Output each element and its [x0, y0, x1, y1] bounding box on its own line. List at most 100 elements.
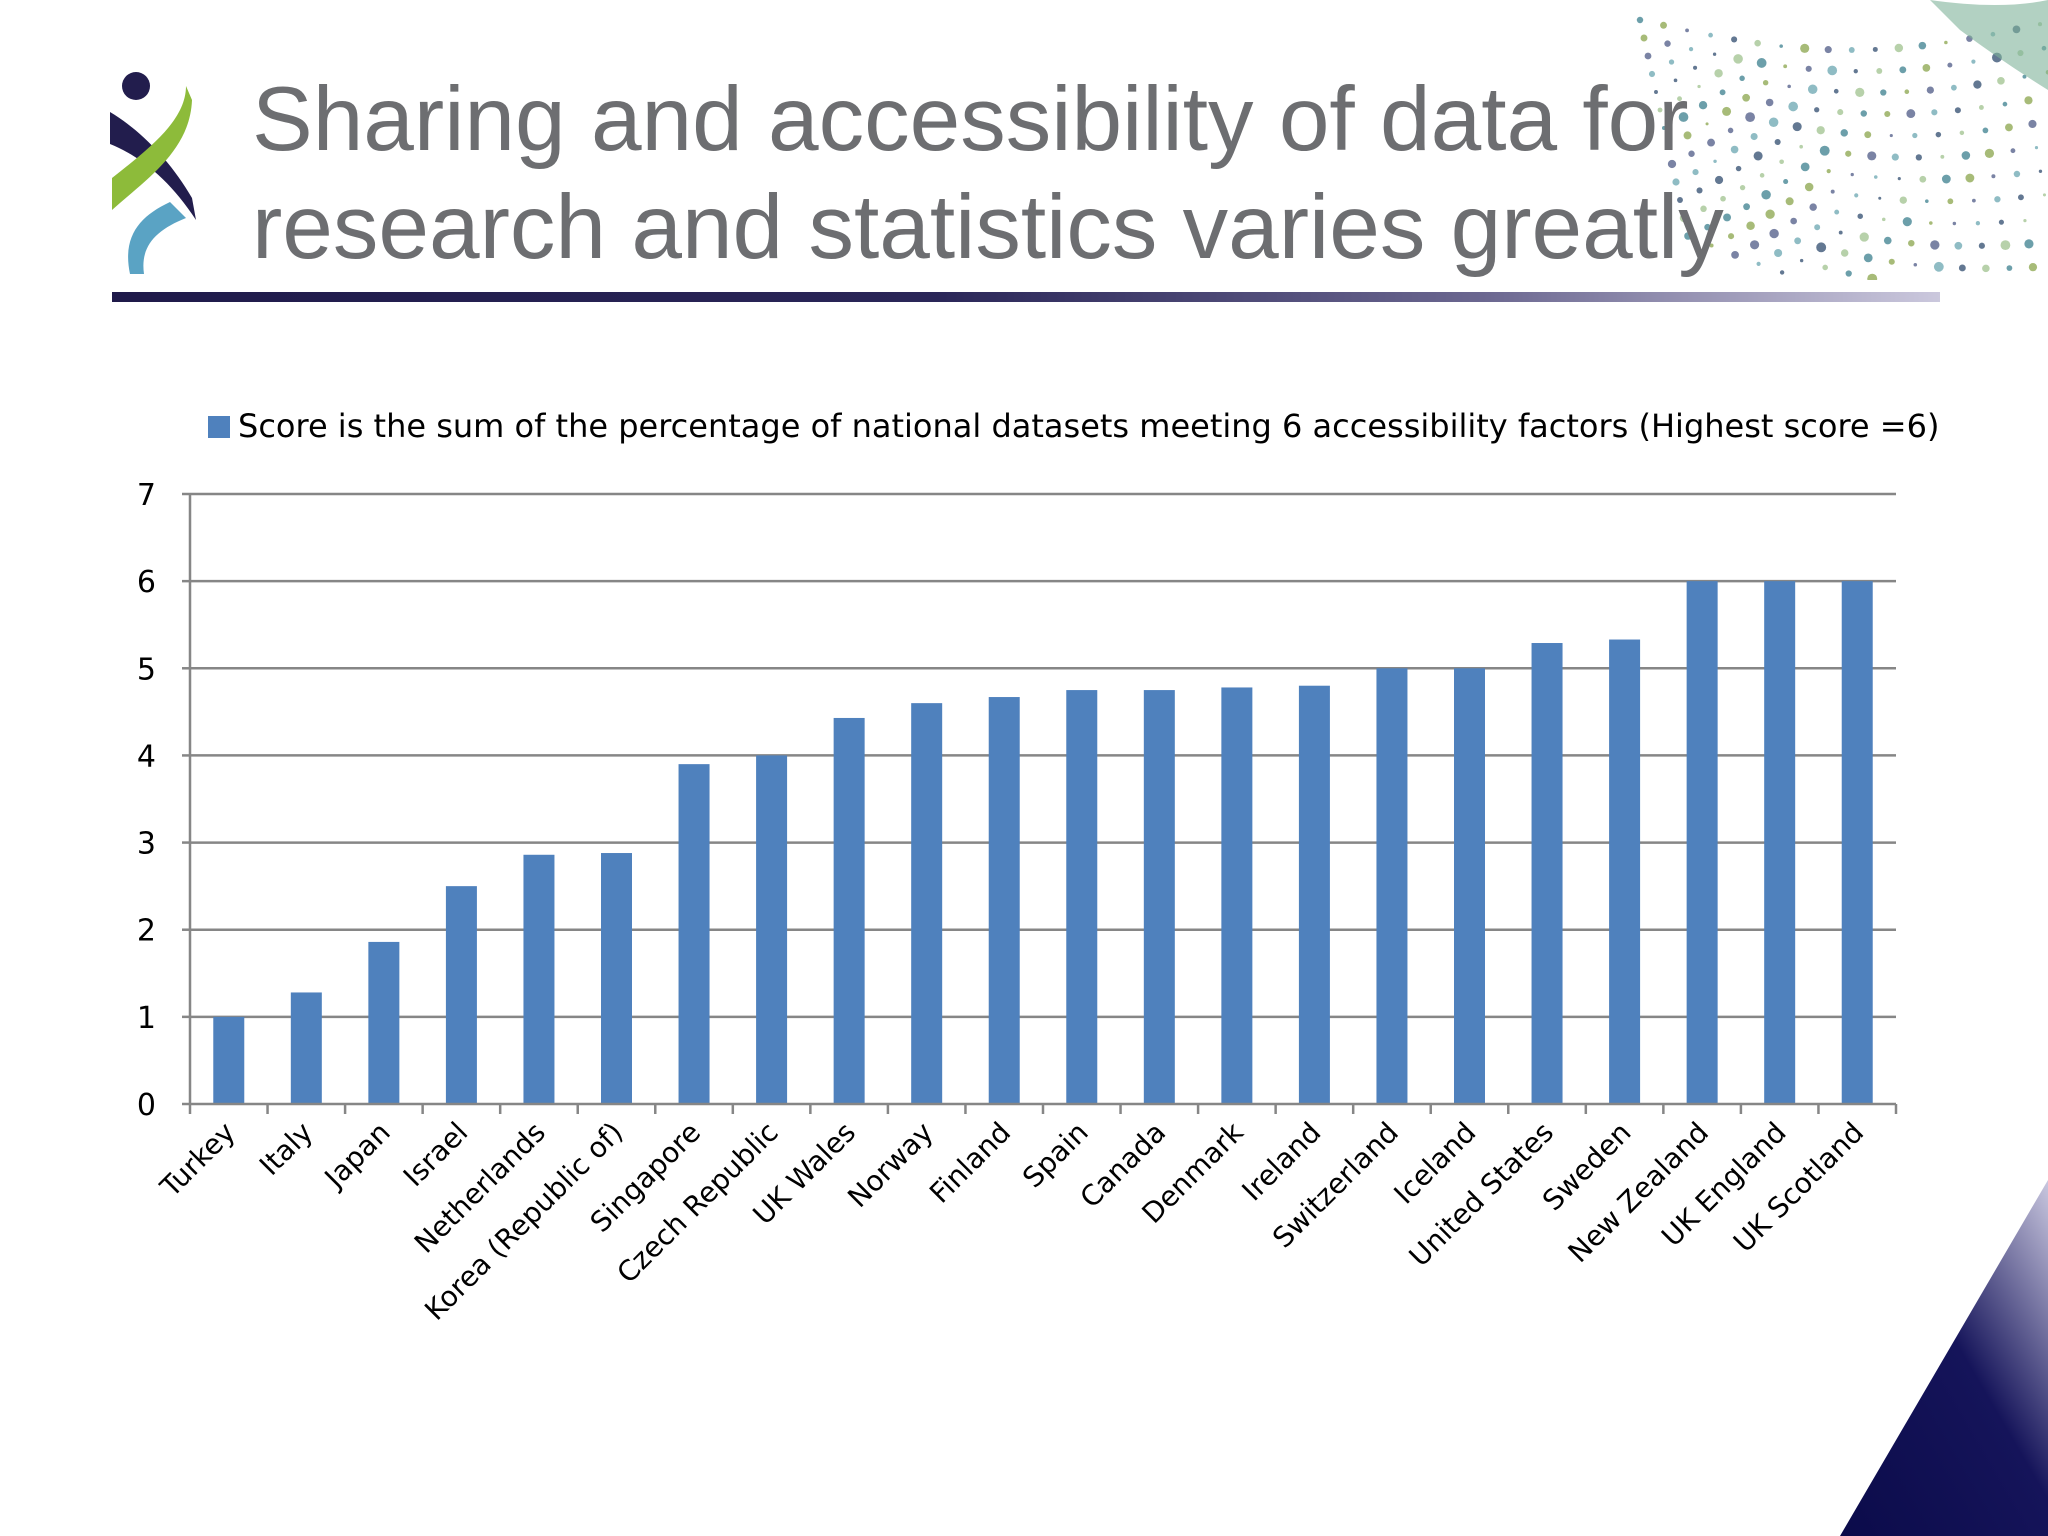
decor-dot	[1840, 249, 1849, 257]
decor-dot	[1826, 169, 1831, 174]
decor-dot	[1837, 109, 1844, 116]
decor-dot	[1897, 177, 1901, 181]
decor-dot	[1926, 86, 1934, 94]
decor-dot	[1984, 148, 1995, 158]
decor-dot	[1790, 217, 1797, 225]
decor-dot	[2022, 74, 2027, 79]
decor-dot	[1677, 197, 1683, 203]
decor-dot	[1709, 243, 1714, 248]
bar	[445, 886, 477, 1104]
decor-dot	[1864, 131, 1872, 139]
decor-dot	[1889, 133, 1893, 138]
y-tick-label: 4	[137, 739, 156, 774]
decor-dot	[1788, 101, 1799, 112]
decor-dot	[1731, 250, 1739, 259]
decor-dot	[1904, 89, 1910, 95]
legend-label: Score is the sum of the percentage of na…	[238, 407, 1939, 445]
decor-dot	[1673, 78, 1678, 83]
decor-dot	[1704, 223, 1711, 231]
decor-dot	[1950, 84, 1957, 91]
decor-dot	[1954, 107, 1961, 114]
bar	[1376, 668, 1408, 1104]
decor-dot	[1707, 138, 1716, 147]
y-tick-label: 7	[137, 478, 156, 513]
decor-dot	[1688, 46, 1694, 52]
decor-dot	[2017, 194, 2024, 201]
decor-dot	[1785, 197, 1794, 206]
chart-legend: Score is the sum of the percentage of na…	[208, 407, 1939, 445]
decor-dot	[1982, 127, 1989, 134]
decor-dot	[1959, 130, 1965, 136]
slide-title-line-2: research and statistics varies greatly	[252, 177, 1724, 278]
decor-dot	[1678, 112, 1689, 122]
decor-dot	[1918, 41, 1927, 50]
decor-dot	[1667, 159, 1677, 169]
decor-dot	[1761, 189, 1771, 200]
x-tick-label: Turkey	[153, 1116, 241, 1204]
decor-dot	[1899, 66, 1907, 74]
decor-dot	[1982, 264, 1990, 273]
decor-dot	[1640, 34, 1648, 42]
bar	[601, 853, 632, 1104]
decor-dot	[1765, 209, 1775, 219]
decor-dot	[1665, 143, 1671, 149]
decor-dot	[1714, 175, 1724, 185]
bar	[988, 697, 1020, 1104]
decor-dot	[1648, 70, 1656, 78]
decor-dot	[1814, 224, 1821, 231]
decor-dot	[1838, 230, 1843, 235]
decor-dot	[1644, 52, 1652, 60]
decor-dot	[1925, 199, 1929, 203]
decor-dot	[2028, 119, 2037, 129]
decor-dot	[1824, 46, 1832, 54]
decor-dot	[1783, 64, 1788, 69]
decor-dot	[1998, 219, 2004, 225]
decor-dot	[1930, 240, 1940, 250]
decor-dot	[1756, 261, 1761, 266]
bar	[833, 717, 865, 1104]
decor-dot	[1754, 39, 1761, 47]
bar	[213, 1016, 245, 1104]
decor-dot	[2038, 169, 2043, 173]
corner-triangle-decoration	[1840, 1180, 2048, 1536]
decor-dot	[1713, 159, 1717, 164]
decor-dot	[1800, 43, 1810, 53]
decor-dot	[1876, 67, 1883, 74]
decor-dot	[2006, 265, 2013, 271]
decor-dot	[1922, 64, 1931, 72]
decor-dot	[1872, 46, 1878, 52]
bar	[1221, 687, 1253, 1104]
decor-dot	[2042, 193, 2047, 197]
x-tick-label: Italy	[253, 1116, 319, 1182]
decor-dot	[1774, 248, 1783, 258]
decor-dot	[1688, 150, 1695, 157]
decor-dot	[1759, 173, 1765, 178]
decor-dot	[2013, 170, 2021, 178]
bar	[1686, 581, 1718, 1104]
bar	[1143, 690, 1175, 1104]
title-underline-divider	[112, 292, 1940, 302]
decor-dot	[1973, 80, 1982, 89]
decor-dot	[1807, 84, 1818, 95]
decor-dot	[1814, 107, 1820, 113]
bar	[1298, 685, 1330, 1104]
legend-swatch	[208, 416, 230, 438]
decor-dot	[1774, 138, 1781, 146]
decor-dot	[1636, 16, 1644, 24]
decor-dot	[1972, 198, 1976, 203]
bar	[1764, 581, 1796, 1104]
decor-dot	[1679, 213, 1689, 223]
decor-dot	[1684, 232, 1692, 240]
decor-dot	[1727, 127, 1734, 134]
decor-dot	[1672, 178, 1680, 186]
decor-dot	[1840, 129, 1848, 137]
decor-dot	[1899, 196, 1907, 204]
decor-dot	[1888, 258, 1895, 265]
decor-dot	[1880, 89, 1887, 96]
decor-dot	[1944, 40, 1948, 45]
decor-dot	[1881, 217, 1886, 222]
decor-dot	[2034, 146, 2039, 150]
decor-dot	[1971, 59, 1976, 64]
